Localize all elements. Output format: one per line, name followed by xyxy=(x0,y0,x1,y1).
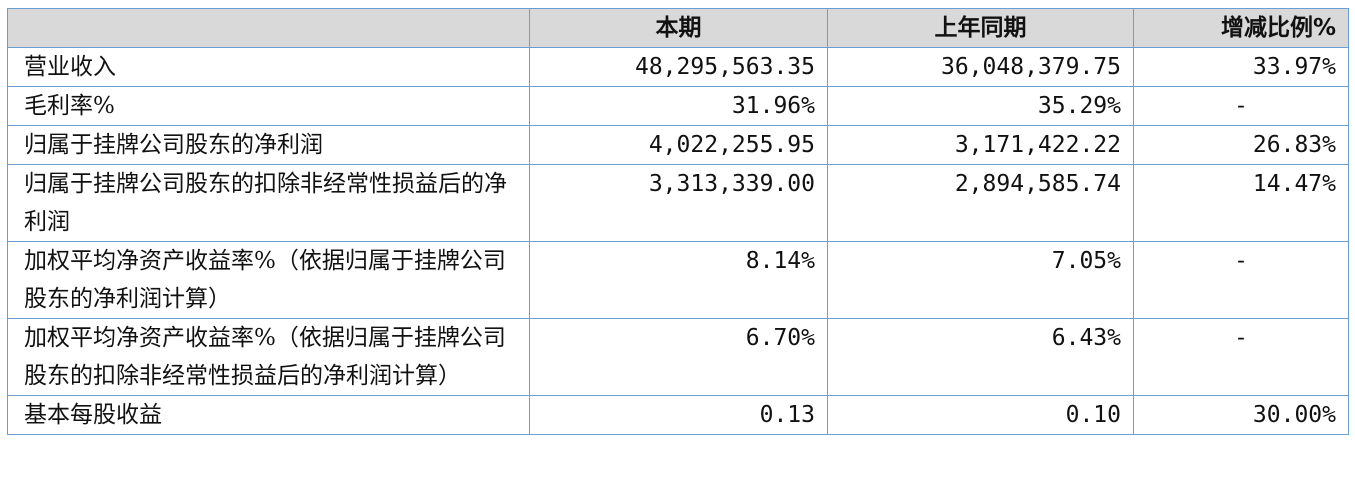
table-row: 加权平均净资产收益率%（依据归属于挂牌公司股东的扣除非经常性损益后的净利润计算）… xyxy=(7,318,1349,396)
current-value: 48,295,563.35 xyxy=(529,47,828,87)
current-value: 6.70% xyxy=(529,318,828,396)
prior-value: 35.29% xyxy=(827,86,1134,126)
change-value: 26.83% xyxy=(1133,125,1349,165)
table-row: 归属于挂牌公司股东的扣除非经常性损益后的净利润 3,313,339.00 2,894… xyxy=(7,164,1349,242)
prior-value: 6.43% xyxy=(827,318,1134,396)
row-label: 归属于挂牌公司股东的净利润 xyxy=(7,125,530,165)
table-row: 毛利率% 31.96% 35.29% - xyxy=(7,86,1349,126)
current-value: 8.14% xyxy=(529,241,828,319)
row-label: 基本每股收益 xyxy=(7,395,530,435)
change-value: 30.00% xyxy=(1133,395,1349,435)
current-value: 3,313,339.00 xyxy=(529,164,828,242)
current-value: 4,022,255.95 xyxy=(529,125,828,165)
financial-summary-table: 本期 上年同期 增减比例% 营业收入 48,295,563.35 36,048,37… xyxy=(7,8,1349,435)
row-label: 毛利率% xyxy=(7,86,530,126)
change-value: 14.47% xyxy=(1133,164,1349,242)
header-change: 增减比例% xyxy=(1133,8,1349,48)
change-value: - xyxy=(1133,86,1349,126)
prior-value: 7.05% xyxy=(827,241,1134,319)
table-row: 营业收入 48,295,563.35 36,048,379.75 33.97% xyxy=(7,47,1349,87)
prior-value: 3,171,422.22 xyxy=(827,125,1134,165)
row-label: 加权平均净资产收益率%（依据归属于挂牌公司股东的净利润计算） xyxy=(7,241,530,319)
current-value: 31.96% xyxy=(529,86,828,126)
change-value: - xyxy=(1133,241,1349,319)
prior-value: 0.10 xyxy=(827,395,1134,435)
current-value: 0.13 xyxy=(529,395,828,435)
table-row: 加权平均净资产收益率%（依据归属于挂牌公司股东的净利润计算） 8.14% 7.05%… xyxy=(7,241,1349,319)
header-row: 本期 上年同期 增减比例% xyxy=(7,8,1349,48)
change-value: - xyxy=(1133,318,1349,396)
header-prior: 上年同期 xyxy=(827,8,1134,48)
header-item xyxy=(7,8,530,48)
row-label: 归属于挂牌公司股东的扣除非经常性损益后的净利润 xyxy=(7,164,530,242)
table-row: 基本每股收益 0.13 0.10 30.00% xyxy=(7,395,1349,435)
prior-value: 2,894,585.74 xyxy=(827,164,1134,242)
header-current: 本期 xyxy=(529,8,828,48)
table-row: 归属于挂牌公司股东的净利润 4,022,255.95 3,171,422.22 26.… xyxy=(7,125,1349,165)
row-label: 加权平均净资产收益率%（依据归属于挂牌公司股东的扣除非经常性损益后的净利润计算） xyxy=(7,318,530,396)
row-label: 营业收入 xyxy=(7,47,530,87)
change-value: 33.97% xyxy=(1133,47,1349,87)
prior-value: 36,048,379.75 xyxy=(827,47,1134,87)
